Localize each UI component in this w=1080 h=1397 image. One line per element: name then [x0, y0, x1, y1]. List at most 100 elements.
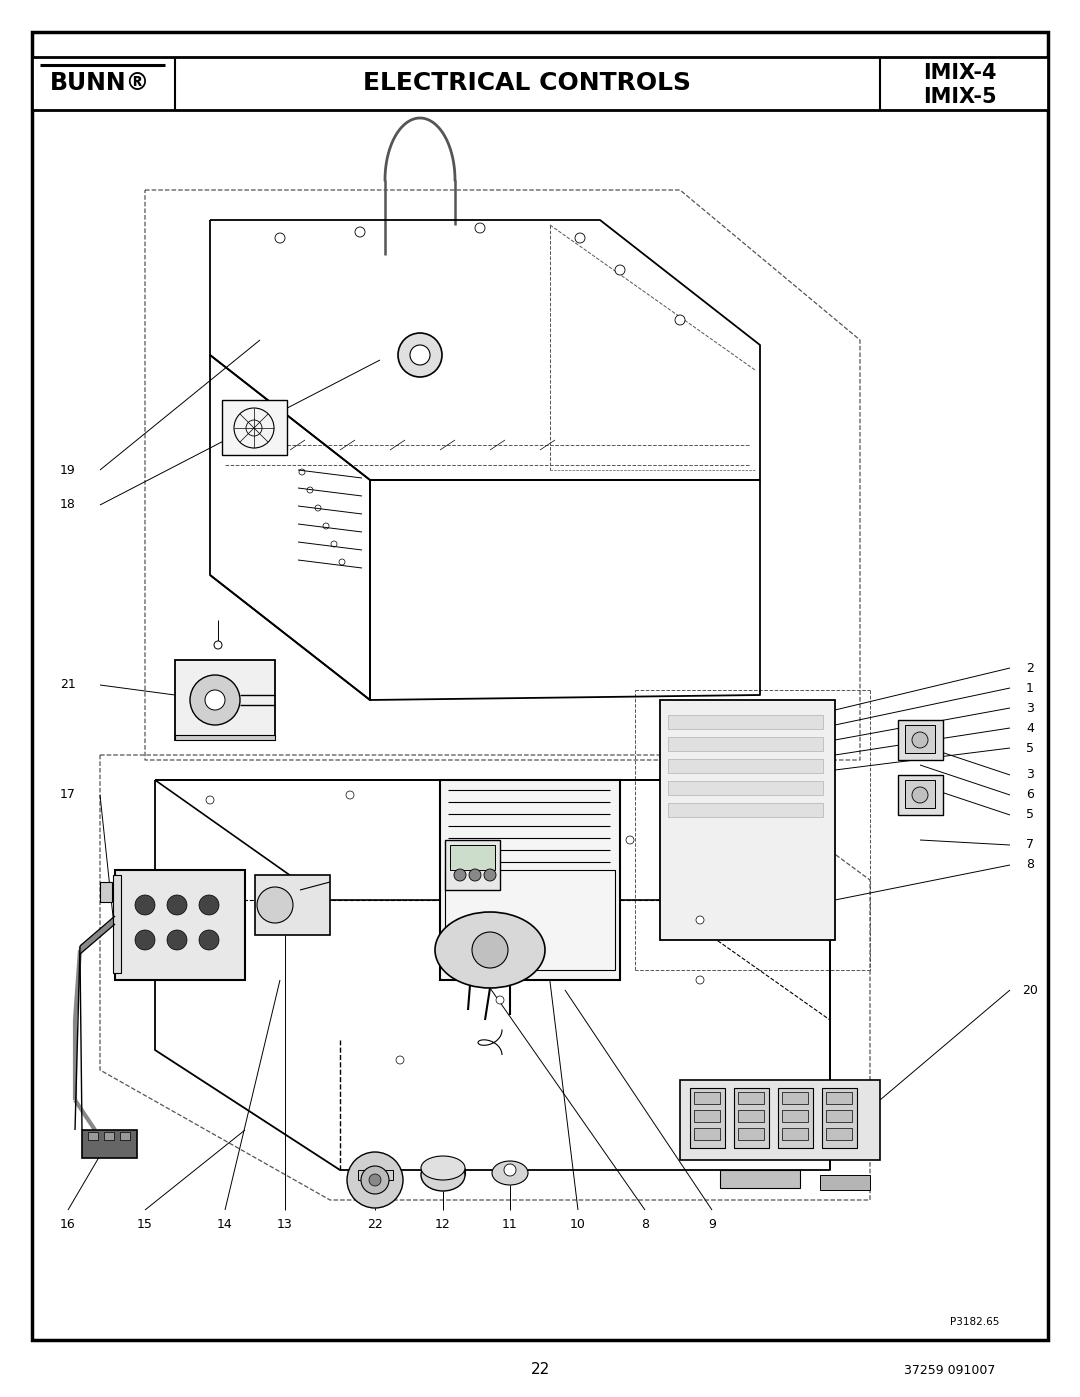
Circle shape: [199, 895, 219, 915]
Text: 7: 7: [1026, 838, 1034, 852]
Text: 20: 20: [1022, 983, 1038, 996]
Text: 19: 19: [60, 464, 76, 476]
Ellipse shape: [435, 912, 545, 988]
Bar: [897, 719, 943, 760]
Text: 8: 8: [642, 1218, 649, 1232]
Circle shape: [369, 1173, 381, 1186]
Bar: [104, 1132, 114, 1140]
Ellipse shape: [421, 1155, 465, 1180]
Text: 3: 3: [1026, 768, 1034, 781]
Text: 10: 10: [570, 1218, 586, 1232]
Circle shape: [257, 887, 293, 923]
Text: 18: 18: [60, 499, 76, 511]
Bar: [782, 1092, 808, 1104]
Circle shape: [475, 224, 485, 233]
Circle shape: [626, 835, 634, 844]
Bar: [826, 1111, 852, 1122]
Circle shape: [206, 796, 214, 805]
Text: 11: 11: [502, 1218, 518, 1232]
Text: 6: 6: [1026, 788, 1034, 802]
Circle shape: [190, 675, 240, 725]
Bar: [669, 759, 823, 773]
Bar: [87, 1132, 98, 1140]
Bar: [690, 1088, 725, 1148]
Bar: [778, 1088, 813, 1148]
Circle shape: [912, 787, 928, 803]
Bar: [669, 738, 823, 752]
Circle shape: [615, 265, 625, 275]
Bar: [905, 780, 935, 807]
Bar: [255, 875, 330, 935]
Bar: [782, 1127, 808, 1140]
Ellipse shape: [492, 1161, 528, 1185]
Circle shape: [275, 233, 285, 243]
Circle shape: [496, 996, 504, 1004]
Bar: [820, 1175, 870, 1190]
Text: 22: 22: [530, 1362, 550, 1377]
Bar: [694, 1092, 720, 1104]
Text: 13: 13: [278, 1218, 293, 1232]
Bar: [445, 840, 500, 890]
Bar: [694, 1111, 720, 1122]
Bar: [669, 715, 823, 729]
Ellipse shape: [421, 1160, 465, 1192]
Circle shape: [472, 932, 508, 968]
Bar: [738, 1092, 764, 1104]
Circle shape: [347, 1153, 403, 1208]
Bar: [114, 870, 245, 981]
Circle shape: [504, 1164, 516, 1176]
Circle shape: [396, 1056, 404, 1065]
Text: ELECTRICAL CONTROLS: ELECTRICAL CONTROLS: [363, 71, 691, 95]
Bar: [100, 882, 112, 902]
Text: BUNN®: BUNN®: [50, 71, 150, 95]
Bar: [175, 735, 275, 740]
Text: 8: 8: [1026, 859, 1034, 872]
Circle shape: [135, 930, 156, 950]
Bar: [440, 780, 620, 981]
Bar: [822, 1088, 858, 1148]
Circle shape: [399, 332, 442, 377]
Text: 16: 16: [60, 1218, 76, 1232]
Circle shape: [469, 869, 481, 882]
Text: IMIX-4: IMIX-4: [923, 63, 997, 82]
Text: 5: 5: [1026, 809, 1034, 821]
Bar: [357, 1171, 393, 1180]
Circle shape: [484, 869, 496, 882]
Bar: [669, 781, 823, 795]
Circle shape: [696, 977, 704, 983]
Bar: [897, 775, 943, 814]
Text: 1: 1: [1026, 682, 1034, 694]
Bar: [669, 803, 823, 817]
Text: 3: 3: [1026, 701, 1034, 714]
Circle shape: [167, 930, 187, 950]
Text: 15: 15: [137, 1218, 153, 1232]
Circle shape: [205, 690, 225, 710]
Bar: [175, 659, 275, 740]
Bar: [113, 875, 121, 972]
Bar: [680, 1080, 880, 1160]
Bar: [734, 1088, 769, 1148]
Bar: [720, 1171, 800, 1187]
Text: 21: 21: [60, 679, 76, 692]
Circle shape: [696, 916, 704, 923]
Text: 14: 14: [217, 1218, 233, 1232]
Text: 17: 17: [60, 788, 76, 802]
Circle shape: [361, 1166, 389, 1194]
Text: 12: 12: [435, 1218, 450, 1232]
Bar: [738, 1111, 764, 1122]
Circle shape: [912, 732, 928, 747]
Text: 22: 22: [367, 1218, 383, 1232]
Circle shape: [410, 345, 430, 365]
Text: 37259 091007: 37259 091007: [904, 1363, 996, 1376]
Circle shape: [346, 791, 354, 799]
Bar: [222, 400, 287, 455]
Circle shape: [355, 226, 365, 237]
Bar: [782, 1111, 808, 1122]
Circle shape: [454, 869, 465, 882]
Circle shape: [214, 641, 222, 650]
Bar: [694, 1127, 720, 1140]
Bar: [826, 1127, 852, 1140]
Text: 4: 4: [1026, 721, 1034, 735]
Text: 5: 5: [1026, 742, 1034, 754]
Text: IMIX-5: IMIX-5: [923, 87, 997, 108]
